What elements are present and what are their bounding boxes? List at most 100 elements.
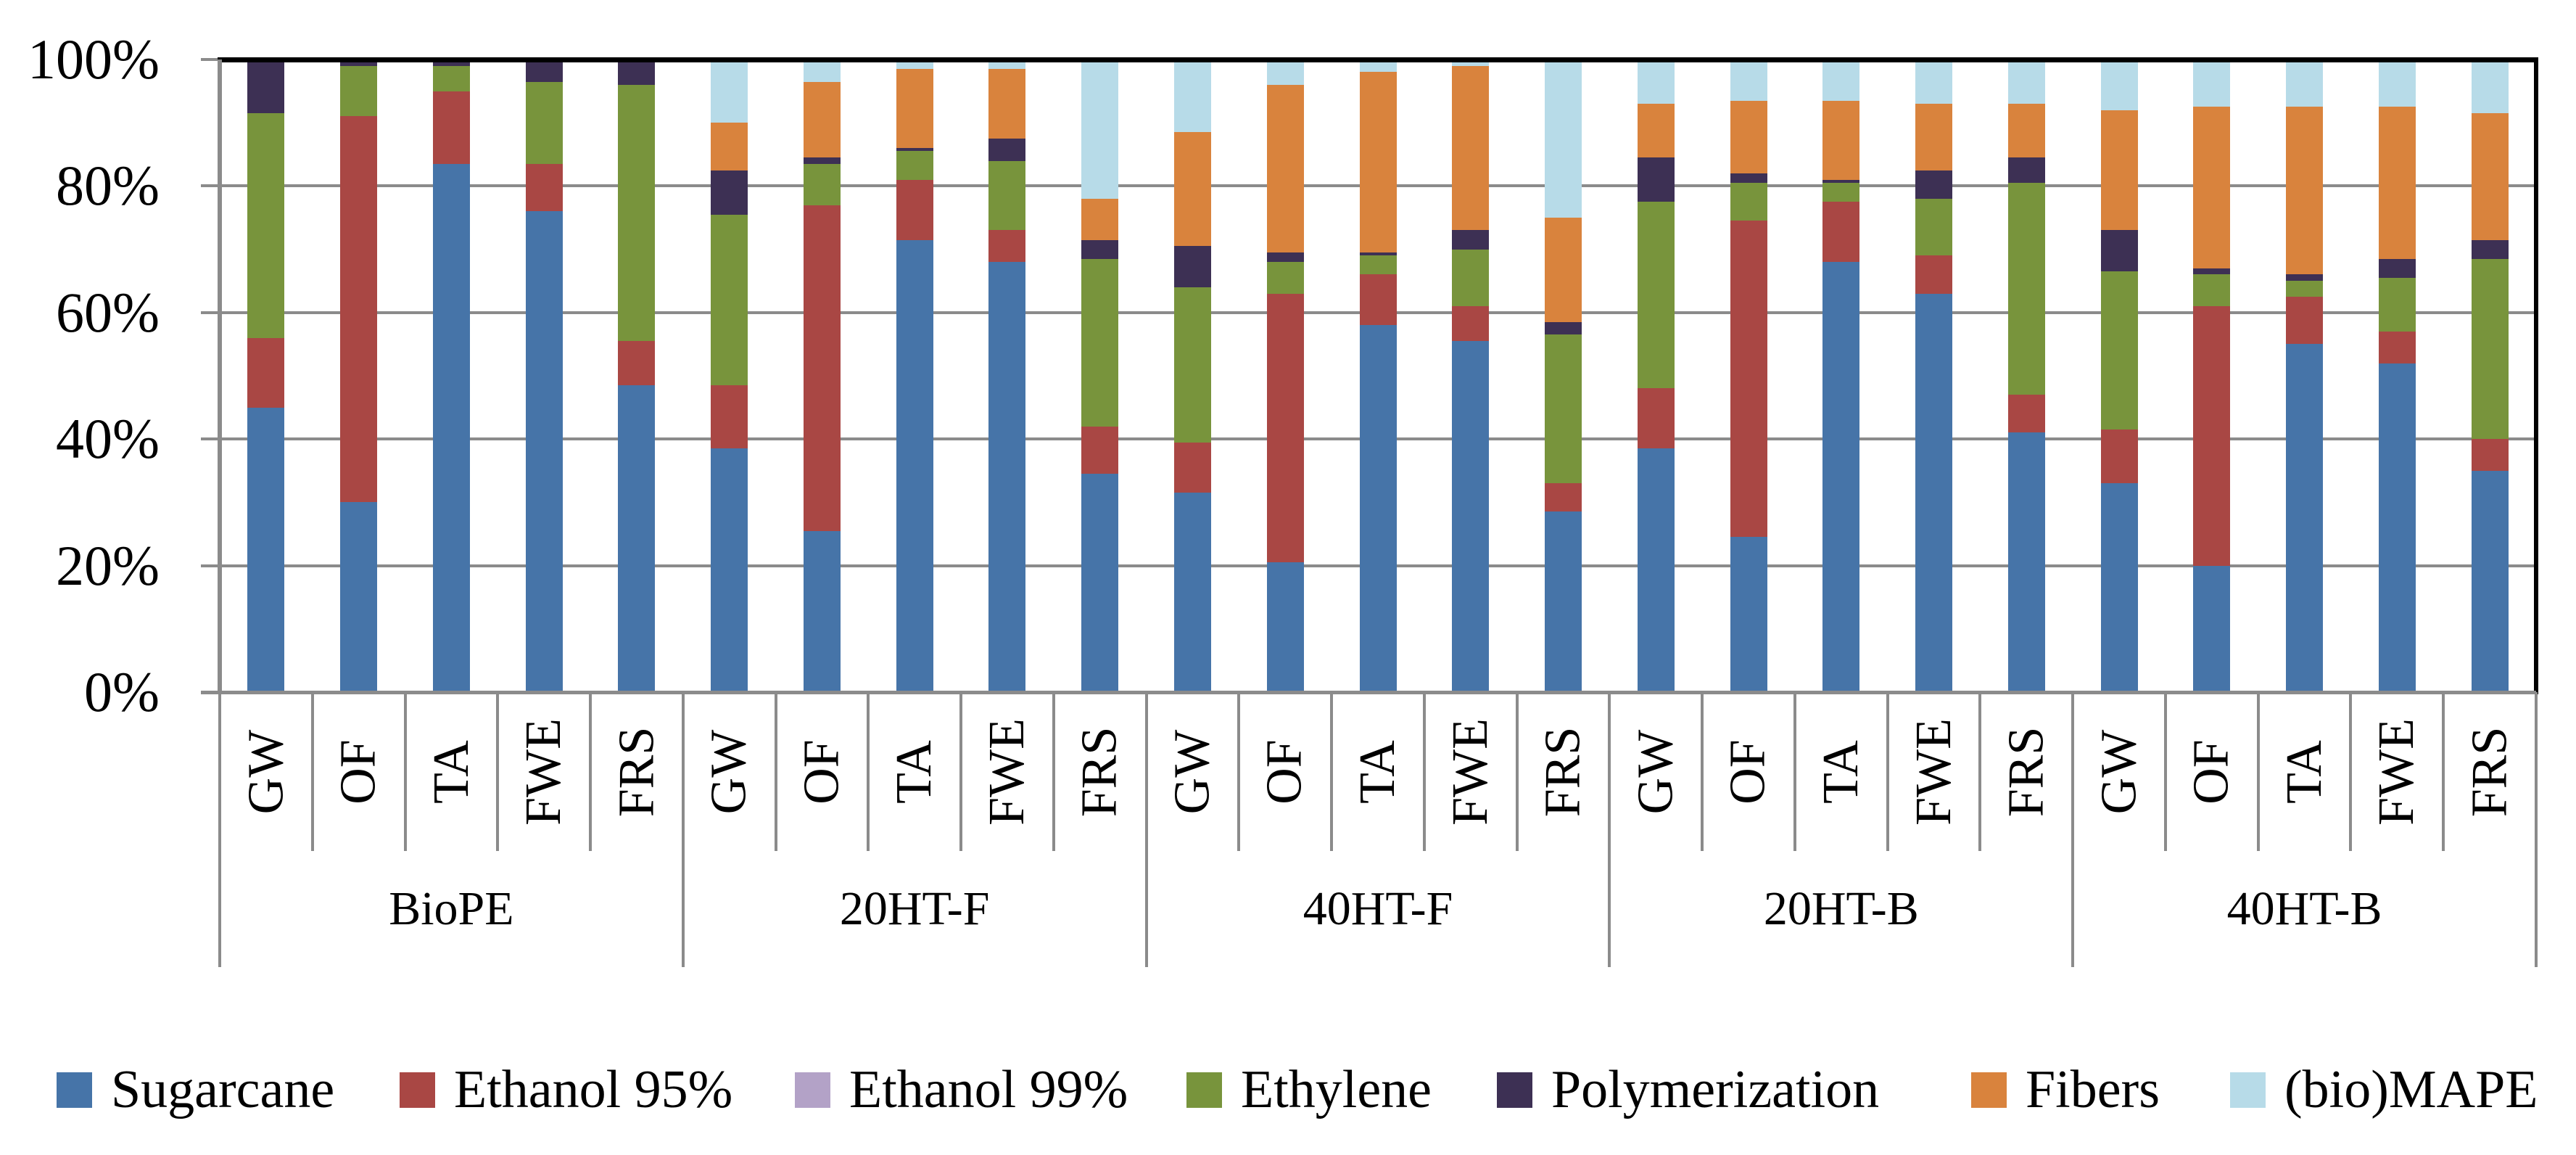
bar-segment-ethanol-95- — [711, 385, 748, 449]
plot-top-border — [218, 57, 2538, 62]
bar-segment--bio-mape — [2286, 59, 2324, 107]
category-separator — [1793, 692, 1796, 851]
bar-segment-polymerization — [432, 59, 470, 66]
x-axis-category-label: GW — [220, 692, 313, 851]
category-label-text: FWE — [978, 718, 1035, 826]
category-separator — [310, 692, 314, 851]
bar-segment-fibers — [988, 69, 1026, 139]
bar-segment-ethylene — [1359, 255, 1397, 275]
x-axis-category-label: FRS — [1517, 692, 1610, 851]
x-axis-category-label: FWE — [961, 692, 1054, 851]
bar-segment-polymerization — [1822, 179, 1860, 184]
bar-segment-fibers — [1545, 218, 1582, 322]
bar-segment-ethylene — [340, 65, 378, 117]
bar-segment--bio-mape — [1637, 59, 1675, 104]
bar-segment-ethylene — [1545, 334, 1582, 484]
bar-segment-ethylene — [1266, 262, 1304, 294]
x-axis-group-label: BioPE — [389, 882, 514, 935]
category-label-text: GW — [2091, 729, 2147, 814]
x-axis-category-label: OF — [1239, 692, 1332, 851]
bar-segment-fibers — [2471, 113, 2509, 240]
x-axis-group-label: 40HT-F — [1303, 882, 1453, 935]
bar-segment-fibers — [1266, 84, 1304, 252]
bar-segment-ethylene — [2007, 183, 2045, 395]
x-axis-category-label: GW — [683, 692, 776, 851]
bar-segment-ethylene — [247, 113, 285, 338]
bar-segment-fibers — [2100, 110, 2138, 231]
bar-segment-ethanol-95- — [1359, 274, 1397, 326]
bar-segment-ethylene — [525, 81, 563, 164]
category-separator — [1701, 692, 1704, 851]
category-label-text: TA — [886, 739, 943, 804]
category-label-text: TA — [1349, 739, 1405, 804]
x-axis-category-label: GW — [2073, 692, 2166, 851]
bar-segment-sugarcane — [525, 211, 563, 692]
bar-segment-fibers — [1915, 104, 1953, 170]
bar-segment-fibers — [803, 81, 841, 158]
bar-segment-ethylene — [711, 214, 748, 386]
category-separator — [1052, 692, 1055, 851]
x-axis-category-label: TA — [2258, 692, 2351, 851]
bar-segment-ethanol-95- — [340, 116, 378, 503]
x-axis-category-label: TA — [405, 692, 498, 851]
x-axis-category-label: OF — [1702, 692, 1795, 851]
bar-segment--bio-mape — [803, 59, 841, 82]
legend-item: Fibers — [1971, 1053, 2160, 1126]
bar-segment-ethylene — [1915, 198, 1953, 256]
bar-segment-ethylene — [432, 65, 470, 91]
bar-segment-fibers — [2378, 107, 2416, 259]
bar-segment-ethanol-95- — [1173, 442, 1211, 493]
legend-item: Ethanol 99% — [795, 1053, 1128, 1126]
bar-segment-ethanol-95- — [1637, 388, 1675, 449]
bar-segment-sugarcane — [1545, 511, 1582, 692]
bar-segment-ethanol-95- — [1822, 202, 1860, 263]
bar-segment-polymerization — [1545, 321, 1582, 335]
bar-segment-ethanol-95- — [896, 179, 933, 240]
category-separator — [2349, 692, 2353, 851]
legend-swatch-ethylene — [1186, 1072, 1222, 1108]
bar-segment-ethanol-95- — [803, 205, 841, 531]
plot-right-border — [2534, 57, 2538, 694]
legend-label: (bio)MAPE — [2284, 1059, 2538, 1119]
bar-segment-ethylene — [2286, 281, 2324, 297]
bar-segment--bio-mape — [1081, 59, 1119, 199]
bar-segment-ethanol-95- — [525, 163, 563, 212]
bar-segment-sugarcane — [988, 262, 1026, 692]
x-axis-category-label: TA — [1795, 692, 1888, 851]
category-separator — [1978, 692, 1982, 851]
bar-segment-fibers — [1173, 132, 1211, 247]
category-label-text: FWE — [1905, 718, 1962, 826]
bar-segment-sugarcane — [1822, 262, 1860, 692]
bar-segment-ethanol-95- — [2007, 395, 2045, 433]
bar-segment-polymerization — [1915, 170, 1953, 199]
bar-segment-ethanol-95- — [1730, 221, 1767, 538]
category-separator — [2442, 692, 2445, 851]
bar-segment-ethanol-95- — [2471, 439, 2509, 471]
x-axis-category-label: GW — [1609, 692, 1702, 851]
bar-segment--bio-mape — [2378, 59, 2416, 107]
bar-segment--bio-mape — [1359, 59, 1397, 73]
bar-segment-fibers — [1081, 198, 1119, 240]
legend-label: Sugarcane — [111, 1059, 335, 1119]
bar-segment-ethanol-95- — [988, 230, 1026, 263]
category-label-text: TA — [423, 739, 479, 804]
bar-segment-ethanol-95- — [1081, 426, 1119, 474]
bar-segment-ethylene — [896, 151, 933, 180]
bar-segment--bio-mape — [711, 59, 748, 123]
category-separator — [496, 692, 500, 851]
bar-segment-ethanol-95- — [1452, 306, 1490, 342]
bar-segment-ethylene — [2100, 271, 2138, 430]
category-label-text: OF — [1257, 739, 1313, 805]
category-label-text: FRS — [2461, 726, 2518, 817]
x-axis-category-label: OF — [2166, 692, 2258, 851]
category-separator — [1330, 692, 1334, 851]
bar-segment-polymerization — [2378, 258, 2416, 278]
category-label-text: FRS — [608, 726, 664, 817]
category-label-text: FRS — [1998, 726, 2055, 817]
bar-segment-fibers — [1730, 100, 1767, 173]
bar-segment-ethylene — [2378, 277, 2416, 332]
bar-segment-ethylene — [988, 160, 1026, 231]
category-separator — [1237, 692, 1241, 851]
bar-segment-sugarcane — [2007, 432, 2045, 692]
